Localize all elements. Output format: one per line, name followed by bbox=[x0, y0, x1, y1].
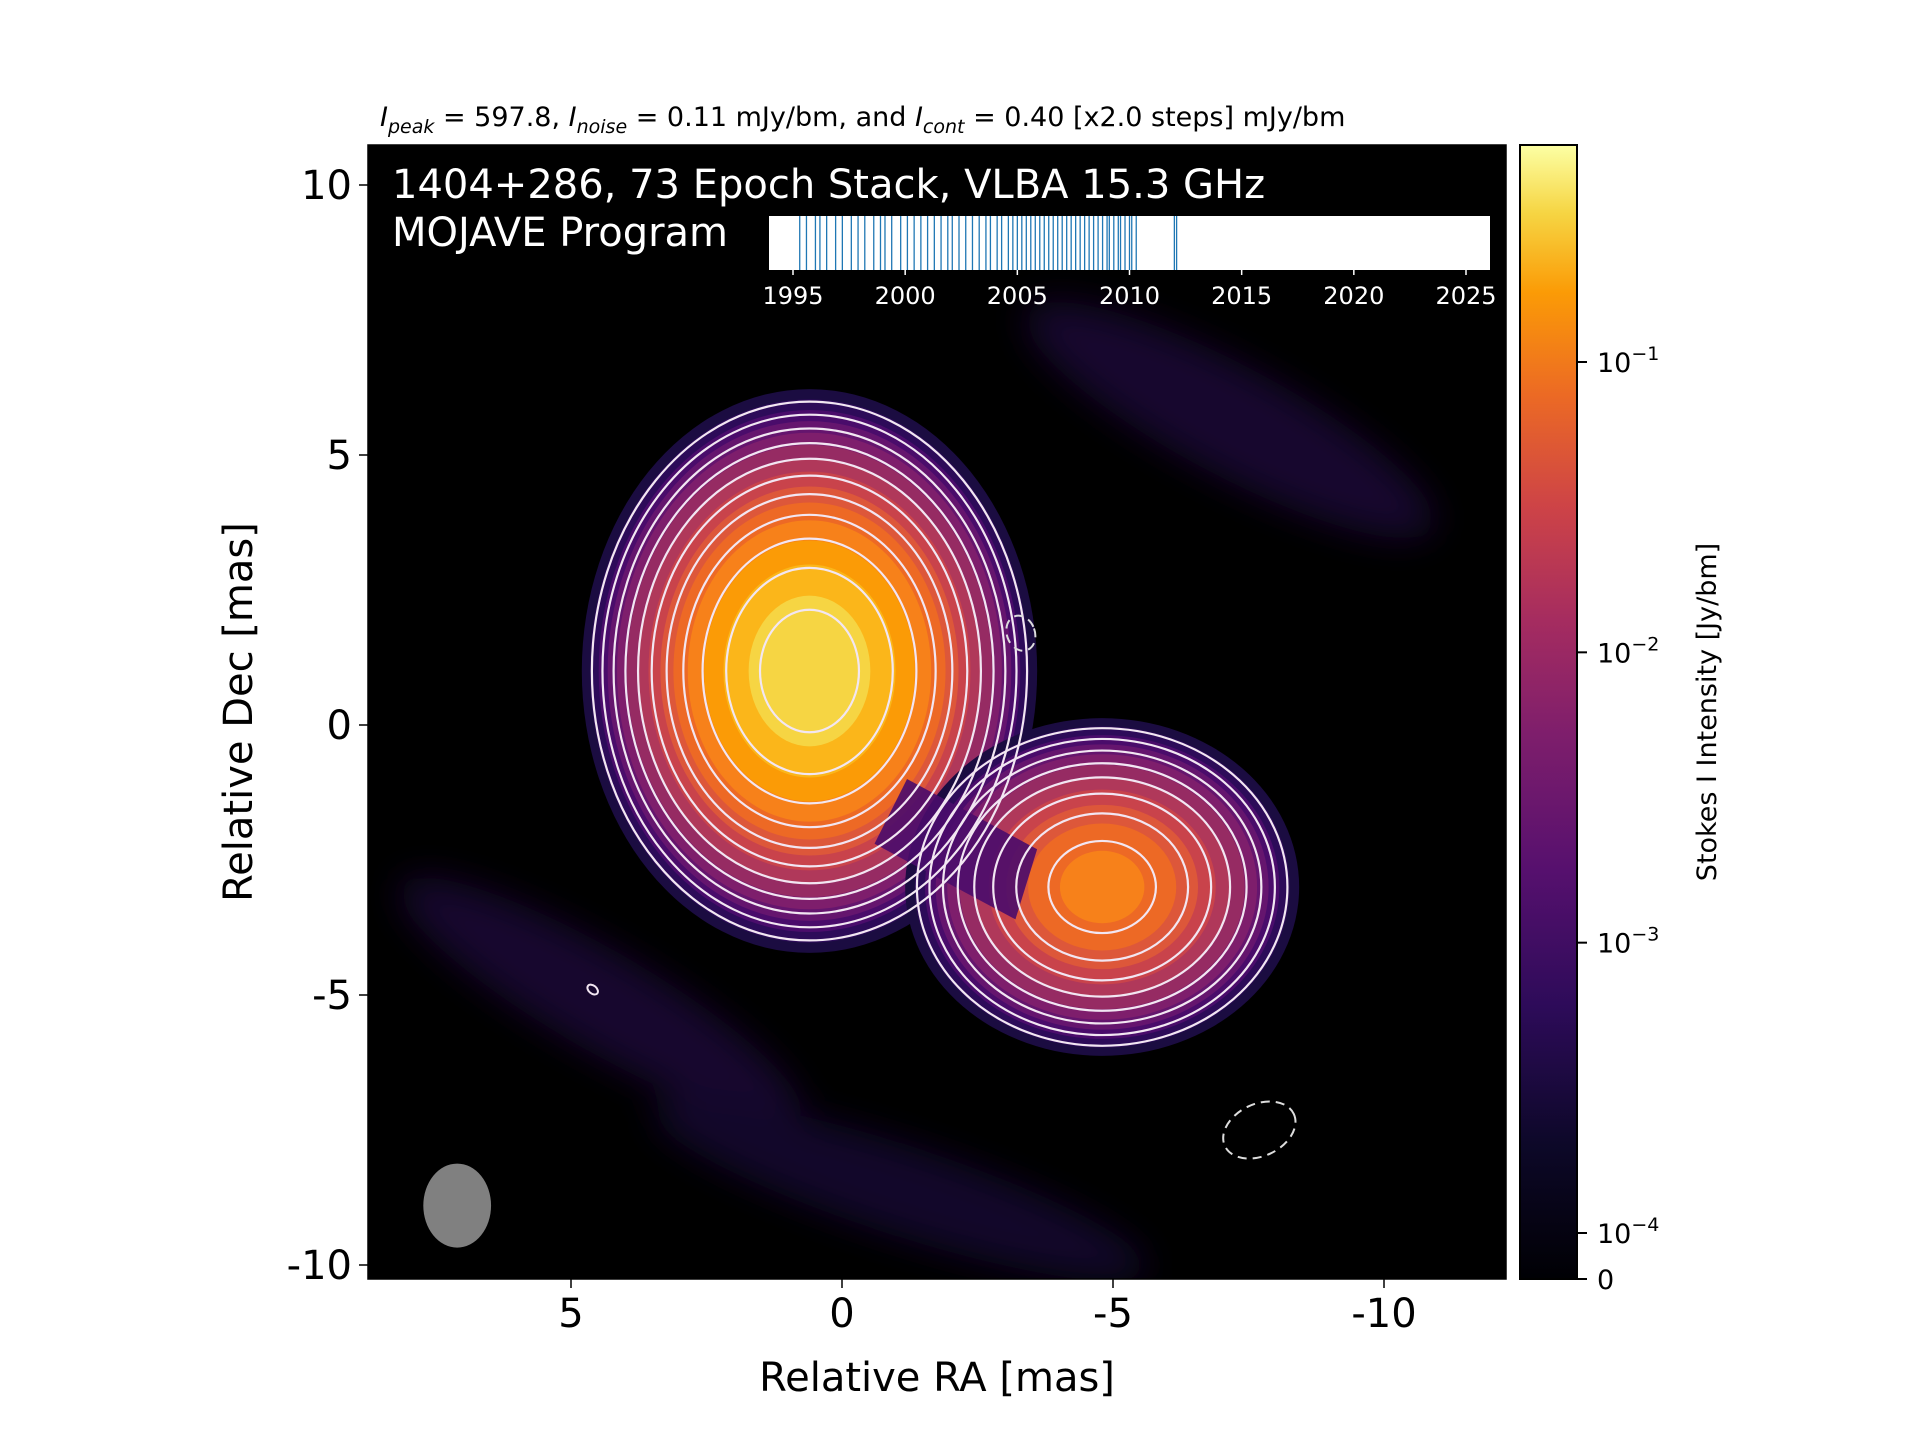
faint-band-bottom bbox=[652, 1098, 1148, 1279]
y-tick-label: 5 bbox=[327, 433, 352, 479]
epoch-tick-label: 2020 bbox=[1323, 282, 1384, 310]
y-tick-label: -10 bbox=[287, 1243, 352, 1289]
header-stats: Ipeak = 597.8, Inoise = 0.11 mJy/bm, and… bbox=[380, 102, 1345, 138]
epoch-tick-label: 2025 bbox=[1435, 282, 1496, 310]
noise-subscript: noise bbox=[577, 116, 628, 138]
y-tick-label: -5 bbox=[312, 973, 352, 1019]
contour-line bbox=[650, 474, 969, 868]
program-title: MOJAVE Program bbox=[392, 210, 728, 256]
noise-label: I bbox=[569, 102, 577, 133]
faint-emission bbox=[399, 301, 1435, 1279]
bridge-emission bbox=[874, 779, 1038, 920]
negative-contour bbox=[1222, 1100, 1297, 1160]
image-frame bbox=[367, 144, 1507, 1280]
cont-label: I bbox=[915, 102, 923, 133]
epoch-tick-label: 2005 bbox=[987, 282, 1048, 310]
contour-line bbox=[636, 457, 983, 885]
beam-ellipse bbox=[423, 1163, 492, 1248]
cont-subscript: cont bbox=[923, 116, 966, 138]
epoch-tick-label: 2010 bbox=[1099, 282, 1160, 310]
colorbar-gradient bbox=[1519, 144, 1578, 1280]
contour-line bbox=[612, 427, 1007, 915]
colorbar-tick-label: 10−1 bbox=[1597, 343, 1659, 379]
contour-line bbox=[586, 983, 599, 996]
y-axis: 10 5 0 -5 -10 bbox=[287, 163, 368, 1289]
peak-label: I bbox=[380, 102, 388, 133]
epoch-timeline: 1995 2000 2005 2010 2015 2020 2025 bbox=[762, 216, 1497, 310]
contour-line bbox=[1015, 812, 1190, 962]
x-tick-label: 0 bbox=[829, 1291, 854, 1337]
x-axis: 5 0 -5 -10 bbox=[558, 1279, 1417, 1337]
colorbar-tick-label: 10−2 bbox=[1597, 633, 1659, 669]
colorbar-tick-label: 0 bbox=[1597, 1265, 1614, 1296]
x-tick-label: -5 bbox=[1093, 1291, 1133, 1337]
contour-line bbox=[973, 776, 1232, 998]
contour-line bbox=[701, 537, 918, 805]
faint-band-upper bbox=[1025, 301, 1435, 539]
x-axis-label: Relative RA [mas] bbox=[759, 1355, 1115, 1401]
contour-line bbox=[941, 749, 1263, 1025]
epoch-tick-label: 2015 bbox=[1211, 282, 1272, 310]
contour-line bbox=[956, 762, 1248, 1012]
faint-band-lower bbox=[399, 877, 801, 1123]
colorbar-tick-label: 10−3 bbox=[1597, 924, 1659, 960]
colorbar: 0 10−4 10−3 10−2 10−1 Stokes I Intensity [Jy… bbox=[1519, 144, 1723, 1296]
contour-line bbox=[1047, 839, 1158, 935]
source-title: 1404+286, 73 Epoch Stack, VLBA 15.3 GHz bbox=[392, 162, 1265, 208]
intensity-level bbox=[1059, 850, 1145, 924]
colorbar-label: Stokes I Intensity [Jy/bm] bbox=[1692, 543, 1723, 881]
noise-value: = 0.11 mJy/bm, and bbox=[627, 102, 915, 133]
image-panel: 1404+286, 73 Epoch Stack, VLBA 15.3 GHz … bbox=[367, 144, 1507, 1280]
y-axis-label: Relative Dec [mas] bbox=[216, 522, 262, 902]
contour-line bbox=[624, 442, 995, 900]
contour-line bbox=[665, 493, 954, 849]
epoch-tick-label: 2000 bbox=[875, 282, 936, 310]
contour-line bbox=[915, 727, 1289, 1047]
y-tick-label: 0 bbox=[327, 703, 352, 749]
x-tick-label: -10 bbox=[1351, 1291, 1416, 1337]
contour-line bbox=[601, 413, 1018, 929]
contour-line bbox=[590, 400, 1029, 942]
peak-value: = 597.8, bbox=[434, 102, 568, 133]
negative-contour bbox=[1005, 614, 1037, 652]
contour-line bbox=[725, 566, 894, 776]
cont-value: = 0.40 [x2.0 steps] mJy/bm bbox=[964, 102, 1345, 133]
colorbar-ticks: 0 10−4 10−3 10−2 10−1 bbox=[1577, 343, 1659, 1296]
contour-line bbox=[682, 513, 937, 829]
contour-layer bbox=[586, 400, 1297, 1160]
contour-line bbox=[758, 608, 861, 734]
contour-line bbox=[992, 792, 1213, 982]
epoch-tick-label: 1995 bbox=[762, 282, 823, 310]
colorbar-tick-label: 10−4 bbox=[1597, 1214, 1659, 1250]
peak-subscript: peak bbox=[387, 116, 435, 138]
y-tick-label: 10 bbox=[301, 163, 352, 209]
x-tick-label: 5 bbox=[558, 1291, 583, 1337]
contour-line bbox=[928, 737, 1276, 1037]
intensity-level bbox=[748, 595, 871, 747]
